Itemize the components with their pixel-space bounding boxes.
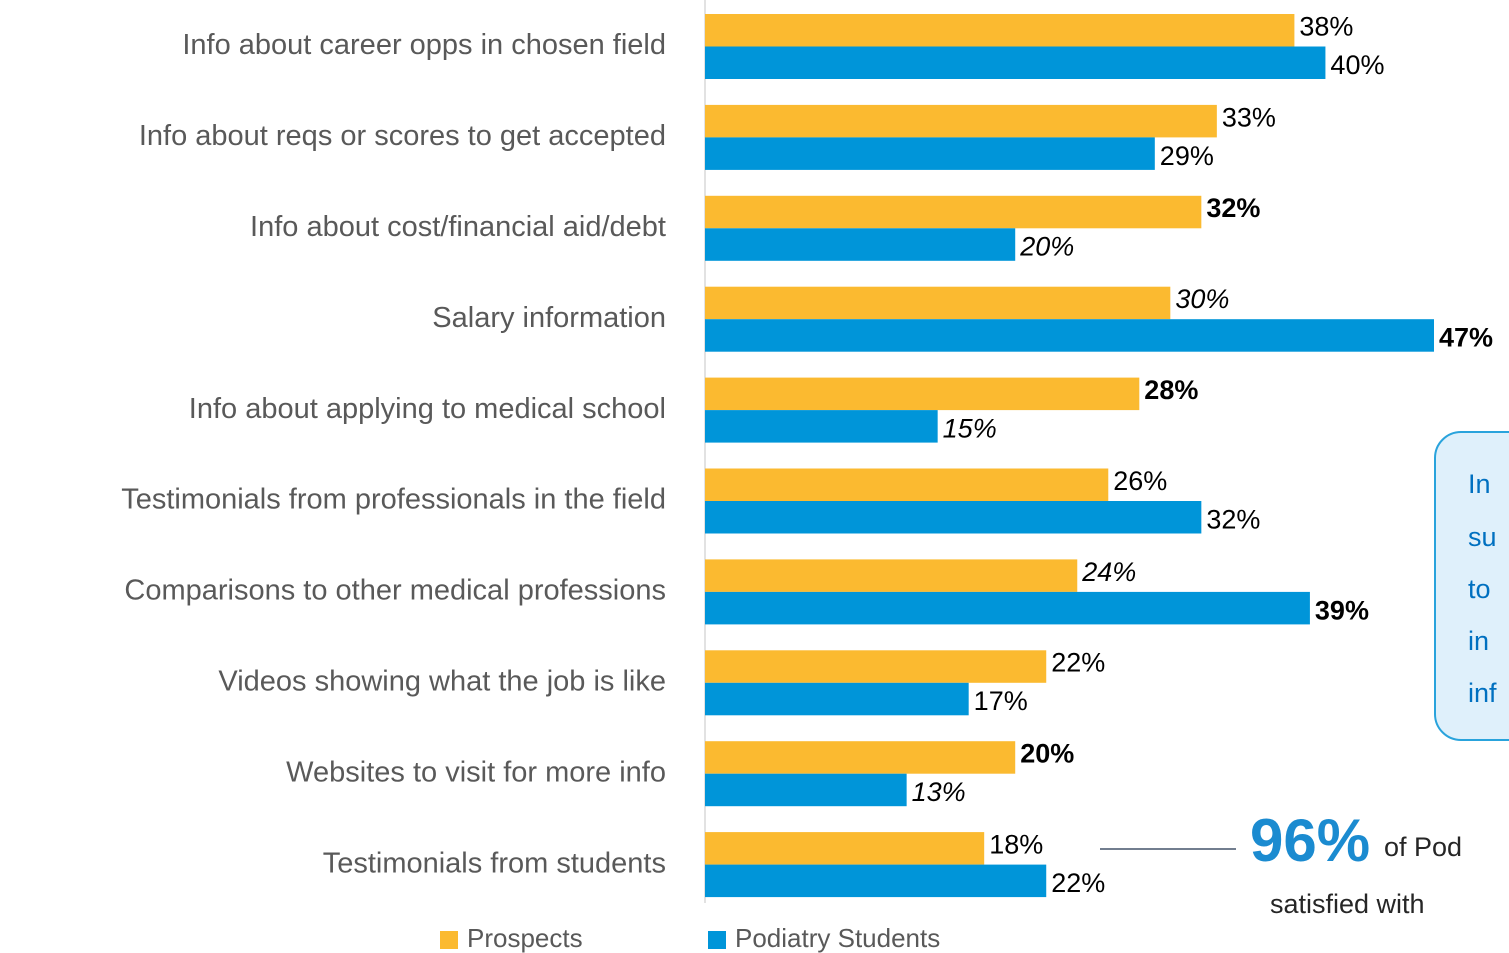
bar <box>705 410 938 443</box>
category-label: Info about cost/financial aid/debt <box>250 211 666 243</box>
bar <box>705 286 1171 320</box>
bar <box>705 195 1202 229</box>
value-label: 17% <box>974 686 1028 716</box>
value-label: 32% <box>1206 504 1260 534</box>
value-label: 22% <box>1051 868 1105 898</box>
value-label: 32% <box>1206 193 1260 223</box>
annotation-box <box>1434 431 1509 741</box>
bar <box>705 650 1047 683</box>
category-label: Info about career opps in chosen field <box>182 29 666 61</box>
value-label: 20% <box>1019 232 1074 262</box>
annotation-text: to <box>1468 574 1491 604</box>
value-label: 38% <box>1299 11 1353 41</box>
bar <box>705 832 985 865</box>
stat-text: satisfied with <box>1270 889 1425 919</box>
bar <box>705 104 1217 138</box>
legend-swatch <box>708 931 726 949</box>
stat-number: 96% <box>1250 807 1370 874</box>
legend-label: Podiatry Students <box>735 923 940 953</box>
bar <box>705 319 1434 352</box>
bar <box>705 14 1295 47</box>
category-label: Testimonials from students <box>323 847 666 879</box>
legend-label: Prospects <box>467 923 583 953</box>
bar <box>705 773 907 807</box>
bar <box>705 559 1078 592</box>
legend-swatch <box>440 931 458 949</box>
category-label: Websites to visit for more info <box>286 756 666 788</box>
annotation-text: inf <box>1468 678 1497 708</box>
value-label: 39% <box>1315 595 1369 625</box>
value-label: 15% <box>943 413 997 443</box>
annotation-text: in <box>1468 626 1489 656</box>
category-label: Videos showing what the job is like <box>218 665 666 697</box>
annotation-text: su <box>1468 522 1497 552</box>
category-label: Testimonials from professionals in the f… <box>121 484 666 516</box>
value-label: 47% <box>1439 323 1493 353</box>
value-label: 18% <box>989 829 1043 859</box>
bar <box>705 864 1047 898</box>
annotation-text: In <box>1468 469 1491 499</box>
value-label: 22% <box>1051 648 1105 678</box>
bar <box>705 228 1016 261</box>
category-label: Salary information <box>432 302 666 334</box>
bar <box>705 377 1140 411</box>
value-label: 29% <box>1160 141 1214 171</box>
bar <box>705 682 969 716</box>
stat-text: of Pod <box>1384 832 1462 862</box>
bar <box>705 468 1109 501</box>
value-label: 24% <box>1081 557 1136 587</box>
value-label: 13% <box>912 777 966 807</box>
bar <box>705 501 1202 534</box>
value-label: 26% <box>1113 466 1167 496</box>
bar <box>705 137 1155 170</box>
bar <box>705 46 1326 79</box>
value-label: 33% <box>1222 102 1276 132</box>
category-label: Info about reqs or scores to get accepte… <box>139 120 666 152</box>
category-label: Comparisons to other medical professions <box>124 575 666 607</box>
value-label: 40% <box>1330 50 1384 80</box>
category-label: Info about applying to medical school <box>189 393 666 425</box>
value-label: 28% <box>1144 375 1198 405</box>
bar <box>705 591 1310 625</box>
value-label: 30% <box>1175 284 1229 314</box>
bar <box>705 741 1016 774</box>
value-label: 20% <box>1020 739 1074 769</box>
